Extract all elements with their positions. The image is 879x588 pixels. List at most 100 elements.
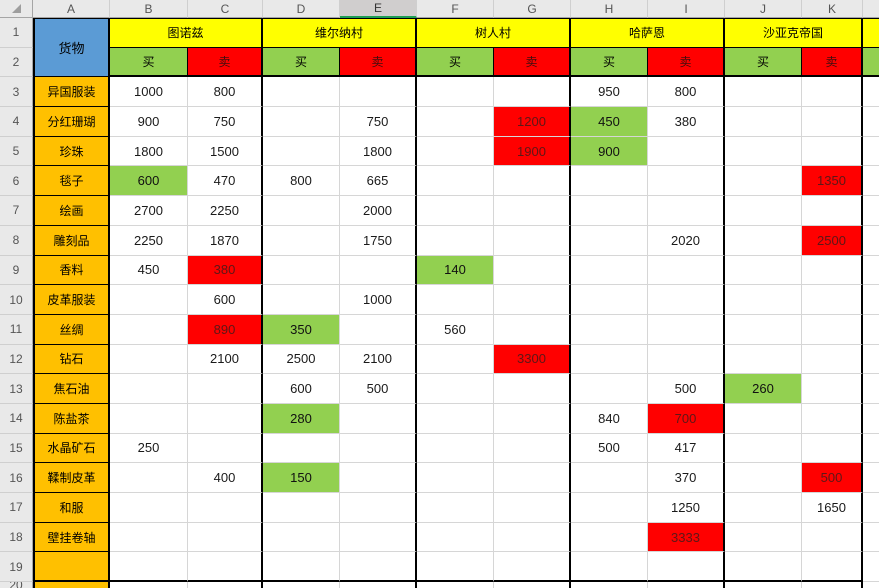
data-cell[interactable] — [725, 493, 802, 523]
data-cell[interactable]: 140 — [417, 255, 494, 286]
data-cell[interactable] — [802, 314, 863, 345]
row-header-15[interactable]: 15 — [0, 433, 33, 464]
data-cell[interactable] — [725, 77, 802, 108]
data-cell[interactable]: 1900 — [494, 136, 571, 167]
data-cell-partial[interactable] — [263, 582, 340, 588]
data-cell[interactable] — [110, 463, 188, 493]
data-cell[interactable]: 3300 — [494, 344, 571, 375]
data-cell[interactable] — [340, 77, 417, 108]
data-cell[interactable] — [263, 433, 340, 464]
data-cell[interactable]: 950 — [571, 77, 648, 108]
data-cell[interactable] — [648, 255, 725, 286]
data-cell[interactable] — [263, 552, 340, 583]
data-cell[interactable]: 380 — [188, 255, 263, 286]
data-cell[interactable]: 840 — [571, 403, 648, 434]
buy-header-cell[interactable]: 买 — [725, 47, 802, 78]
partial-data-cell[interactable] — [863, 196, 879, 226]
data-cell[interactable]: 1200 — [494, 107, 571, 137]
data-cell[interactable]: 750 — [188, 107, 263, 137]
data-cell[interactable] — [802, 77, 863, 108]
data-cell[interactable]: 2100 — [188, 344, 263, 375]
row-header-7[interactable]: 7 — [0, 196, 33, 226]
data-cell[interactable]: 700 — [648, 403, 725, 434]
data-cell[interactable]: 1650 — [802, 493, 863, 523]
data-cell[interactable] — [263, 285, 340, 315]
data-cell[interactable]: 2700 — [110, 196, 188, 226]
partial-data-cell[interactable] — [863, 314, 879, 345]
data-cell[interactable] — [417, 552, 494, 583]
data-cell[interactable] — [802, 285, 863, 315]
data-cell[interactable]: 450 — [571, 107, 648, 137]
data-cell[interactable] — [725, 225, 802, 256]
buy-header-cell[interactable]: 买 — [417, 47, 494, 78]
data-cell[interactable] — [340, 493, 417, 523]
data-cell[interactable] — [417, 136, 494, 167]
data-cell[interactable] — [494, 255, 571, 286]
data-cell[interactable] — [648, 314, 725, 345]
row-header-10[interactable]: 10 — [0, 285, 33, 315]
sell-header-cell[interactable]: 卖 — [188, 47, 263, 78]
data-cell[interactable]: 1800 — [340, 136, 417, 167]
data-cell[interactable]: 800 — [263, 166, 340, 197]
data-cell[interactable] — [571, 255, 648, 286]
data-cell[interactable] — [802, 522, 863, 553]
sell-header-cell[interactable]: 卖 — [802, 47, 863, 78]
data-cell[interactable] — [417, 166, 494, 197]
data-cell[interactable] — [648, 344, 725, 375]
data-cell-partial[interactable] — [110, 582, 188, 588]
goods-header-cell[interactable]: 货物 — [33, 18, 110, 78]
data-cell[interactable] — [648, 196, 725, 226]
item-cell[interactable]: 钻石 — [33, 344, 110, 375]
data-cell[interactable]: 600 — [110, 166, 188, 197]
data-cell[interactable]: 370 — [648, 463, 725, 493]
data-cell[interactable]: 380 — [648, 107, 725, 137]
data-cell[interactable]: 250 — [110, 433, 188, 464]
data-cell[interactable] — [648, 166, 725, 197]
column-header-K[interactable]: K — [802, 0, 863, 18]
data-cell[interactable]: 280 — [263, 403, 340, 434]
data-cell[interactable] — [725, 403, 802, 434]
data-cell[interactable]: 2000 — [340, 196, 417, 226]
partial-data-cell[interactable] — [863, 107, 879, 137]
data-cell[interactable] — [417, 77, 494, 108]
item-cell[interactable]: 毯子 — [33, 166, 110, 197]
data-cell[interactable]: 560 — [417, 314, 494, 345]
data-cell[interactable] — [110, 344, 188, 375]
data-cell[interactable] — [571, 374, 648, 404]
data-cell[interactable] — [110, 314, 188, 345]
sell-header-cell[interactable]: 卖 — [648, 47, 725, 78]
item-cell[interactable]: 分红珊瑚 — [33, 107, 110, 137]
city-header-cell[interactable]: 沙亚克帝国 — [725, 18, 863, 48]
data-cell[interactable] — [188, 522, 263, 553]
data-cell[interactable] — [725, 463, 802, 493]
data-cell[interactable]: 900 — [571, 136, 648, 167]
partial-data-cell[interactable] — [863, 255, 879, 286]
partial-data-cell[interactable] — [863, 374, 879, 404]
data-cell[interactable] — [725, 136, 802, 167]
column-header-D[interactable]: D — [263, 0, 340, 18]
data-cell[interactable] — [417, 374, 494, 404]
data-cell[interactable]: 600 — [188, 285, 263, 315]
data-cell[interactable] — [188, 552, 263, 583]
data-cell[interactable] — [571, 196, 648, 226]
data-cell[interactable]: 350 — [263, 314, 340, 345]
row-header-4[interactable]: 4 — [0, 107, 33, 137]
data-cell[interactable] — [188, 403, 263, 434]
data-cell[interactable] — [494, 225, 571, 256]
data-cell[interactable] — [263, 225, 340, 256]
data-cell[interactable] — [571, 522, 648, 553]
data-cell[interactable] — [340, 403, 417, 434]
item-cell-partial[interactable] — [33, 582, 110, 588]
row-header-18[interactable]: 18 — [0, 522, 33, 553]
sell-header-cell[interactable]: 卖 — [340, 47, 417, 78]
item-cell[interactable]: 香料 — [33, 255, 110, 286]
sell-header-cell[interactable]: 卖 — [494, 47, 571, 78]
data-cell[interactable] — [648, 552, 725, 583]
data-cell-partial[interactable] — [188, 582, 263, 588]
data-cell[interactable]: 2500 — [802, 225, 863, 256]
data-cell[interactable]: 500 — [648, 374, 725, 404]
partial-data-cell[interactable] — [863, 463, 879, 493]
data-cell[interactable] — [494, 314, 571, 345]
partial-data-cell[interactable] — [863, 493, 879, 523]
data-cell[interactable] — [802, 107, 863, 137]
